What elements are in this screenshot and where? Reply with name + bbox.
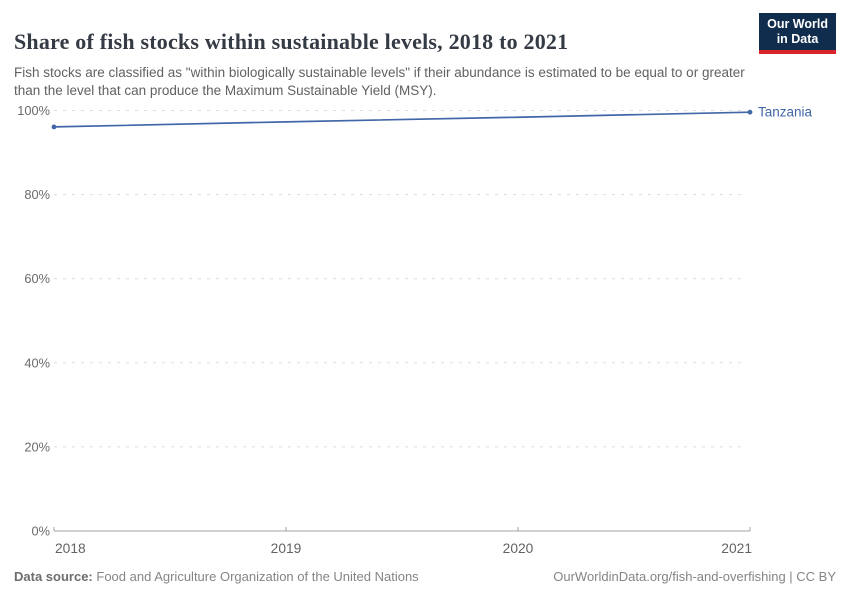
owid-logo-line2: in Data [776, 32, 819, 46]
data-source: Data source: Food and Agriculture Organi… [14, 569, 419, 584]
data-source-label: Data source: [14, 569, 93, 584]
y-axis-tick-label: 80% [24, 187, 50, 202]
y-axis-tick-label: 0% [32, 524, 51, 539]
owid-logo-line1: Our World [767, 17, 828, 31]
x-axis-tick-label: 2021 [721, 541, 752, 556]
chart-canvas: 0% 20% 40% 60% 80% 100% 2018 2019 2020 2021 Tanzan… [17, 103, 813, 556]
chart-title: Share of fish stocks within sustainable … [14, 28, 569, 54]
x-axis-tick-label: 2020 [503, 541, 534, 556]
x-axis-tick-label: 2019 [271, 541, 302, 556]
series-label[interactable]: Tanzania [758, 105, 813, 120]
y-axis-tick-label: 100% [17, 103, 50, 118]
owid-logo[interactable]: Our World in Data [759, 13, 836, 54]
series-line-tanzania[interactable] [53, 111, 751, 128]
attribution-text: OurWorldinData.org/fish-and-overfishing … [553, 569, 836, 584]
chart-subtitle: Fish stocks are classified as "within bi… [14, 64, 745, 99]
data-point[interactable] [51, 124, 57, 130]
data-point[interactable] [747, 109, 753, 115]
data-source-text: Food and Agriculture Organization of the… [96, 569, 419, 584]
x-axis-tick-label: 2018 [55, 541, 86, 556]
y-axis-tick-label: 20% [24, 439, 50, 454]
y-axis-tick-label: 60% [24, 271, 50, 286]
chart-footer: Data source: Food and Agriculture Organi… [14, 569, 836, 584]
y-axis-tick-label: 40% [24, 355, 50, 370]
